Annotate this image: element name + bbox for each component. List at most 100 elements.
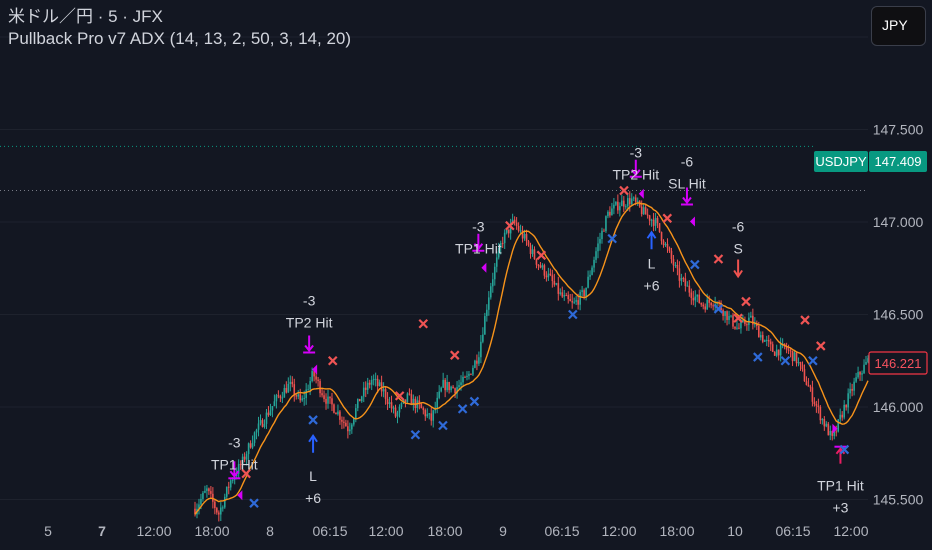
candle-body	[349, 429, 351, 432]
candle-body	[517, 225, 520, 231]
tp-up-marker	[832, 423, 847, 464]
x-stroke	[394, 391, 405, 401]
candle-body	[388, 402, 391, 405]
candle-body	[444, 379, 446, 391]
candle-body	[628, 198, 631, 205]
candle-body	[724, 311, 726, 316]
candle-body	[773, 351, 776, 356]
candle-body	[491, 279, 494, 287]
candle-body	[251, 442, 254, 448]
candle-body	[327, 396, 329, 404]
candle-body	[666, 243, 669, 248]
x-stroke	[327, 355, 338, 366]
candle-body	[740, 322, 742, 329]
candle-body	[458, 385, 460, 388]
candle-body	[466, 375, 468, 378]
candle-body	[752, 315, 754, 325]
candle-body	[710, 302, 712, 306]
candle-body	[728, 315, 730, 321]
candle-body	[630, 198, 633, 205]
candle-body	[819, 407, 822, 421]
signal-markers	[228, 159, 850, 508]
candle-body	[277, 395, 280, 397]
candle-body	[261, 420, 264, 427]
candle-body	[623, 200, 625, 207]
candle-body	[309, 381, 311, 390]
candle-body	[273, 401, 276, 407]
candle-body	[672, 259, 675, 266]
exit-x-red-marker	[449, 350, 460, 360]
candle-body	[396, 412, 399, 417]
candle-body	[253, 432, 256, 443]
candle-body	[341, 419, 343, 422]
candle-body	[426, 414, 429, 417]
tp-flag	[832, 423, 838, 434]
candle-body	[734, 326, 736, 329]
tp-down-marker	[472, 233, 487, 273]
chart-header: 米ドル／円 · 5 · JFX Pullback Pro v7 ADX (14,…	[8, 6, 351, 50]
candle-body	[732, 315, 734, 327]
candle-body	[704, 306, 707, 310]
candle-body	[390, 402, 393, 409]
candle-body	[763, 340, 766, 342]
candle-body	[829, 430, 832, 436]
candle-body	[539, 265, 542, 268]
tp-down-marker	[303, 335, 318, 375]
candle-body	[581, 290, 583, 292]
candle-body	[279, 396, 282, 398]
annotation-text: TP1 Hit	[455, 240, 502, 256]
candle-body	[218, 512, 220, 515]
candle-body	[343, 421, 345, 423]
x-tick-label: 12:00	[601, 523, 636, 539]
candle-body	[410, 394, 413, 406]
tp-head	[631, 169, 641, 177]
candle-body	[353, 418, 355, 425]
candle-body	[521, 230, 524, 239]
candle-body	[849, 388, 851, 394]
time-axis[interactable]: 5 7 12:00 18:00 8 06:15 12:00 18:00 9 06:15 12:00 1…	[44, 523, 869, 539]
candle-body	[376, 378, 379, 387]
candle-body	[285, 388, 288, 393]
tp-down-marker	[629, 159, 644, 199]
candle-body	[355, 408, 357, 419]
exit-x-blue-marker	[780, 355, 791, 366]
candle-body	[706, 299, 708, 310]
candle-body	[696, 294, 699, 297]
candle-body	[621, 200, 623, 207]
x-stroke	[800, 315, 810, 325]
candle-body	[787, 349, 790, 351]
candle-body	[839, 414, 842, 420]
candle-body	[632, 197, 635, 199]
x-tick-label: 8	[266, 523, 274, 539]
x-stroke	[505, 220, 515, 231]
candle-body	[579, 291, 581, 305]
candle-body	[571, 301, 573, 303]
symbol-tag-value: 147.409	[875, 154, 922, 169]
x-stroke	[249, 498, 259, 508]
candle-body	[311, 371, 313, 382]
candle-body	[541, 265, 544, 268]
candle-body	[507, 229, 510, 234]
annotation-text: -6	[681, 154, 694, 170]
candle-body	[658, 223, 661, 232]
indicator-label[interactable]: Pullback Pro v7 ADX (14, 13, 2, 50, 3, 1…	[8, 29, 352, 48]
candle-body	[456, 387, 458, 394]
exit-x-blue-marker	[568, 309, 578, 320]
candle-body	[440, 387, 442, 392]
candle-body	[513, 219, 516, 223]
candle-body	[553, 281, 556, 285]
candle-body	[495, 257, 498, 267]
currency-button[interactable]: JPY	[871, 6, 926, 46]
exit-x-blue-marker	[808, 355, 818, 366]
candle-body	[470, 373, 472, 375]
tp-down-marker	[228, 461, 243, 501]
symbol-title[interactable]: 米ドル／円 · 5 · JFX	[8, 7, 163, 26]
price-axis[interactable]: 145.500146.000146.500147.000147.500148.0…	[873, 29, 924, 508]
candle-body	[863, 364, 865, 374]
candle-body	[736, 327, 738, 329]
candle-body	[831, 430, 834, 436]
candle-body	[243, 456, 246, 460]
candle-body	[585, 287, 587, 297]
candle-body	[424, 410, 427, 417]
